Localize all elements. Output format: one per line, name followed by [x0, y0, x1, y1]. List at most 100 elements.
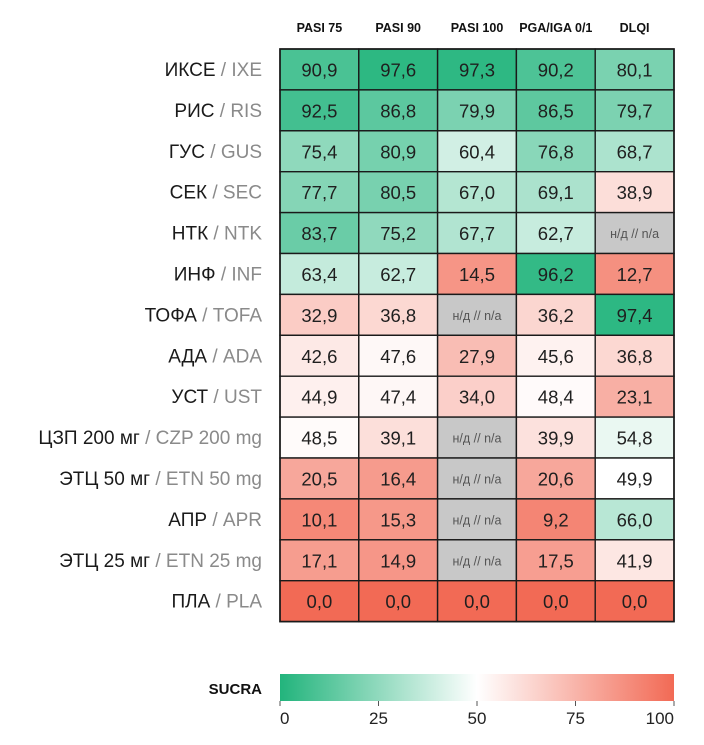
- cell-value: 80,5: [380, 182, 416, 203]
- heatmap-cell-na: [436, 416, 518, 459]
- cell-value: 10,1: [301, 509, 337, 530]
- cell-value: 80,1: [617, 59, 653, 80]
- cell-value: 86,5: [538, 100, 574, 121]
- grid-border: [279, 48, 675, 623]
- cell-na-label: н/д // n/a: [453, 554, 502, 568]
- row-label-en: / GUS: [205, 142, 262, 163]
- column-header: PGA/IGA 0/1: [519, 21, 592, 35]
- row-labels: ИКСЕ / IXE РИС / RIS ГУС / GUS СЕК / SEC НТК…: [38, 60, 262, 613]
- cell-value: 12,7: [617, 264, 653, 285]
- row-label: ИКСЕ / IXE: [165, 60, 262, 81]
- cell-value: 97,6: [380, 59, 416, 80]
- colorbar-label: SUCRA: [209, 681, 263, 698]
- heatmap-cell: [436, 252, 518, 296]
- cell-value: 76,8: [538, 141, 574, 162]
- row-label-ru: НТК: [172, 224, 208, 245]
- row-label-ru: АДА: [168, 346, 207, 367]
- cell-value: 48,5: [301, 428, 337, 449]
- column-header: PASI 75: [297, 21, 343, 35]
- row-label-ru: ЦЗП 200 мг: [38, 428, 140, 449]
- heatmap-cell: [515, 539, 596, 582]
- row-label-ru: ПЛА: [171, 592, 210, 613]
- cell-value: 62,7: [380, 264, 416, 285]
- cell-value: 42,6: [301, 346, 337, 367]
- row-label-ru: АПР: [168, 510, 207, 531]
- row-label: ПЛА / PLA: [171, 592, 262, 613]
- heatmap-cell: [358, 252, 439, 296]
- heatmap-cell: [279, 539, 360, 582]
- colorbar-tick-label: 50: [468, 709, 487, 728]
- cell-value: 0,0: [622, 591, 648, 612]
- column-headers: PASI 75 PASI 90 PASI 100 PGA/IGA 0/1 DLQI: [297, 21, 650, 35]
- cell-value: 47,4: [380, 387, 416, 408]
- heatmap-cell: [515, 416, 596, 459]
- row-label-en: / INF: [216, 264, 262, 285]
- cell-value: 36,2: [538, 305, 574, 326]
- heatmap-cell: [515, 252, 596, 296]
- row-label-en: / APR: [207, 510, 262, 531]
- row-label-en: / ETN 25 mg: [150, 551, 262, 572]
- colorbar-ticks: 0 25 50 75 100: [279, 701, 675, 728]
- cell-value: 90,9: [301, 59, 337, 80]
- cell-value: 0,0: [543, 591, 569, 612]
- row-label-ru: УСТ: [171, 387, 208, 408]
- row-label-ru: РИС: [174, 101, 214, 122]
- row-label-en: / TOFA: [197, 305, 262, 326]
- heatmap-cell: [279, 580, 360, 623]
- row-label: УСТ / UST: [171, 387, 262, 408]
- cell-value: 0,0: [307, 591, 333, 612]
- cell-value: 86,8: [380, 100, 416, 121]
- cell-value: 38,9: [617, 182, 653, 203]
- cell-na-label: н/д // n/a: [453, 472, 502, 486]
- row-label: ГУС / GUS: [169, 142, 262, 163]
- heatmap-cell: [279, 416, 360, 459]
- cell-value: 39,1: [380, 428, 416, 449]
- heatmap-cell: [279, 211, 360, 255]
- cell-value: 79,9: [459, 100, 495, 121]
- row-label: АПР / APR: [168, 510, 262, 531]
- row-label-en: / CZP 200 mg: [140, 428, 262, 449]
- colorbar-tick-label: 25: [369, 709, 388, 728]
- cell-value: 69,1: [538, 182, 574, 203]
- cell-value: 45,6: [538, 346, 574, 367]
- row-label: НТК / NTK: [172, 224, 263, 245]
- heatmap-cells: 90,9 97,6 97,3 90,2 80,1 92,5 86,8 79,9 86,5 79,7…: [279, 48, 675, 623]
- cell-value: 32,9: [301, 305, 337, 326]
- row-label: ИНФ / INF: [174, 264, 262, 285]
- heatmap-cell: [436, 211, 518, 255]
- heatmap-cell: [594, 334, 675, 377]
- cell-value: 17,5: [538, 550, 574, 571]
- heatmap-cell: [515, 498, 596, 541]
- cell-value: 97,3: [459, 59, 495, 80]
- cell-value: 9,2: [543, 509, 569, 530]
- row-label-en: / RIS: [214, 101, 262, 122]
- column-header: DLQI: [620, 21, 650, 35]
- heatmap-cell: [436, 170, 518, 214]
- heatmap-cell: [594, 580, 675, 623]
- row-label-ru: ГУС: [169, 142, 205, 163]
- cell-value: 60,4: [459, 141, 495, 162]
- colorbar-tick-label: 0: [280, 709, 289, 728]
- column-header: PASI 90: [375, 21, 421, 35]
- row-label-ru: ИНФ: [174, 264, 216, 285]
- heatmap-cell: [279, 498, 360, 541]
- row-label: СЕК / SEC: [170, 183, 262, 204]
- row-label-ru: ЭТЦ 50 мг: [59, 469, 150, 490]
- cell-value: 67,0: [459, 182, 495, 203]
- cell-value: 20,6: [538, 468, 574, 489]
- colorbar-gradient: [280, 674, 674, 701]
- heatmap-cell: [594, 457, 675, 500]
- row-label-en: / NTK: [208, 224, 262, 245]
- cell-value: 47,6: [380, 346, 416, 367]
- cell-na-label: н/д // n/a: [453, 513, 502, 527]
- cell-value: 44,9: [301, 387, 337, 408]
- row-label-en: / PLA: [210, 592, 262, 613]
- heatmap-cell: [358, 130, 439, 173]
- row-label: ЭТЦ 50 мг / ETN 50 mg: [59, 469, 262, 490]
- cell-value: 0,0: [464, 591, 490, 612]
- row-label-ru: ИКСЕ: [165, 60, 216, 81]
- heatmap-cell: [358, 211, 439, 255]
- row-label: АДА / ADA: [168, 346, 262, 367]
- heatmap-cell: [594, 375, 675, 418]
- row-label: ЭТЦ 25 мг / ETN 25 mg: [59, 551, 262, 572]
